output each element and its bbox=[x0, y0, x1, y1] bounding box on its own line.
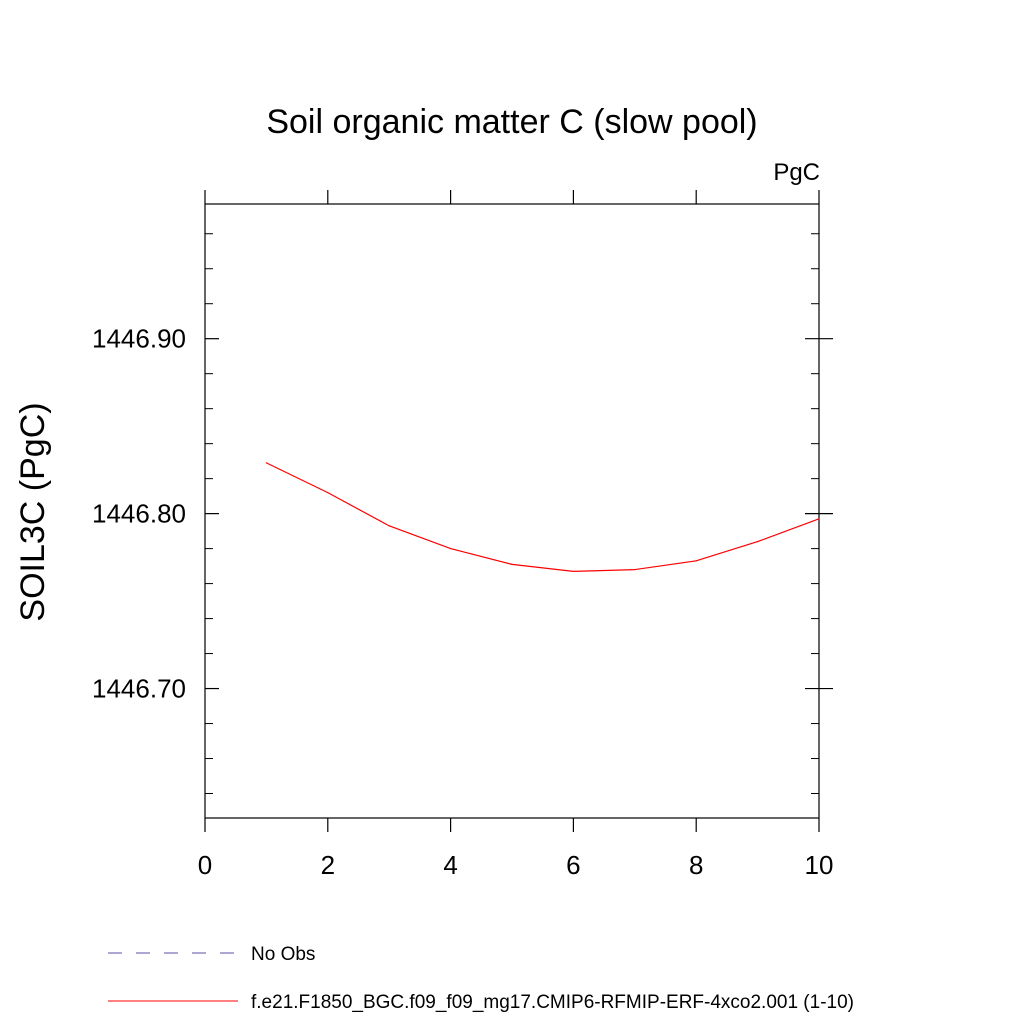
x-axis: 0 2 4 6 8 10 bbox=[198, 190, 834, 880]
series-line bbox=[266, 462, 820, 572]
y-tick-label: 1446.70 bbox=[92, 674, 186, 704]
legend-label: No Obs bbox=[251, 944, 315, 965]
units-label: PgC bbox=[773, 159, 820, 186]
y-axis-label: SOIL3C (PgC) bbox=[14, 402, 52, 621]
plot-frame bbox=[204, 203, 820, 819]
chart-title: Soil organic matter C (slow pool) bbox=[266, 103, 757, 141]
data-point bbox=[511, 563, 513, 565]
x-tick-label: 4 bbox=[443, 850, 457, 880]
legend-label: f.e21.F1850_BGC.f09_f09_mg17.CMIP6-RFMIP… bbox=[251, 992, 854, 1013]
x-tick-label: 10 bbox=[805, 850, 834, 880]
x-tick-label: 6 bbox=[566, 850, 580, 880]
x-tick-label: 2 bbox=[321, 850, 335, 880]
y-axis: 1446.70 1446.80 1446.90 bbox=[92, 233, 833, 795]
data-point bbox=[818, 518, 820, 520]
x-tick-label: 8 bbox=[689, 850, 703, 880]
data-point bbox=[757, 541, 759, 543]
x-tick-label: 0 bbox=[198, 850, 212, 880]
y-tick-label: 1446.90 bbox=[92, 324, 186, 354]
data-point bbox=[450, 548, 452, 550]
data-point bbox=[265, 462, 267, 464]
series-layer bbox=[265, 462, 820, 572]
data-point bbox=[327, 492, 329, 494]
data-point bbox=[634, 569, 636, 571]
data-point bbox=[572, 570, 575, 572]
y-tick-label: 1446.80 bbox=[92, 499, 186, 529]
data-point bbox=[388, 525, 390, 527]
legend: No Obs f.e21.F1850_BGC.f09_f09_mg17.CMIP6… bbox=[108, 944, 854, 1013]
data-point bbox=[695, 560, 697, 562]
